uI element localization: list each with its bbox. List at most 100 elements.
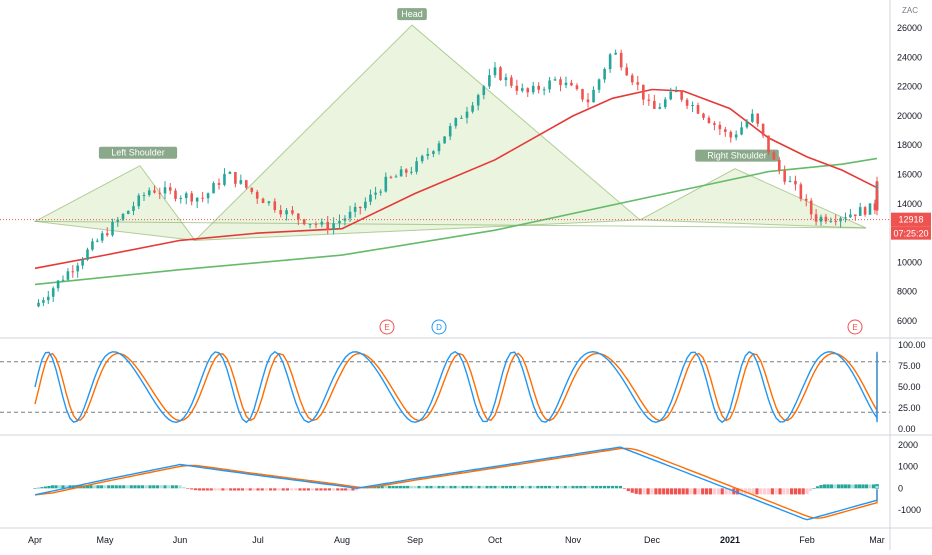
candle	[250, 187, 254, 192]
macd-histogram-bar	[626, 488, 630, 492]
macd-histogram-bar	[701, 488, 705, 495]
right-shoulder-shape	[638, 168, 867, 229]
macd-histogram-bar	[99, 485, 104, 489]
event-marker[interactable]	[379, 319, 395, 335]
candle	[718, 124, 722, 130]
macd-histogram-bar	[137, 485, 141, 489]
candle	[190, 193, 193, 202]
candle	[399, 169, 403, 177]
macd-histogram-bar	[413, 485, 417, 489]
candle	[548, 80, 551, 90]
macd-histogram-bar	[622, 488, 626, 489]
macd-histogram-bar	[395, 485, 399, 489]
macd-histogram-bar	[163, 485, 167, 489]
candle	[504, 77, 508, 81]
macd-histogram-bar	[376, 485, 381, 489]
macd-histogram-bar	[650, 488, 654, 495]
macd-histogram-bar	[217, 488, 221, 491]
macd-histogram-bar	[840, 484, 844, 489]
candle	[804, 198, 808, 201]
macd-histogram-bar	[477, 485, 481, 489]
price-axis-tick: 6000	[897, 316, 917, 326]
macd-histogram-bar	[355, 488, 359, 491]
macd-histogram-bar	[294, 488, 298, 491]
price-axis-tick: 18000	[897, 140, 922, 150]
price-axis-tick: 8000	[897, 287, 917, 297]
macd-histogram-bar	[225, 488, 229, 491]
macd-histogram-bar	[340, 488, 344, 491]
candle	[153, 190, 156, 193]
macd-histogram-bar	[763, 488, 767, 495]
candle	[47, 296, 50, 301]
macd-histogram-bar	[551, 485, 556, 489]
candle	[783, 170, 786, 182]
candle	[824, 216, 828, 222]
candle	[559, 79, 562, 86]
candle	[267, 201, 271, 204]
candle	[426, 153, 430, 156]
candle	[223, 173, 226, 185]
event-marker[interactable]	[847, 319, 863, 335]
stoch-axis-tick: 75.00	[898, 361, 921, 371]
event-marker[interactable]	[431, 319, 447, 335]
macd-histogram-bar	[290, 488, 294, 491]
macd-histogram-bar	[315, 488, 319, 491]
macd-histogram-bar	[540, 485, 544, 489]
candle	[608, 54, 612, 70]
macd-histogram-bar	[528, 485, 532, 489]
macd-histogram-bar	[344, 488, 348, 491]
candle	[597, 79, 601, 90]
macd-histogram-bar	[85, 485, 90, 489]
candle	[443, 136, 446, 144]
macd-histogram-bar	[662, 488, 666, 495]
macd-histogram-bar	[724, 488, 728, 495]
macd-histogram-bar	[233, 488, 237, 491]
candle	[369, 194, 372, 202]
candle	[875, 190, 879, 195]
candle	[105, 233, 109, 236]
candle	[696, 105, 700, 114]
candle	[212, 183, 215, 194]
macd-histogram-bar	[351, 488, 355, 491]
macd-histogram-bar	[875, 485, 879, 489]
macd-histogram-bar	[402, 485, 406, 489]
macd-histogram-bar	[441, 485, 445, 489]
macd-histogram-bar	[708, 488, 713, 495]
macd-histogram-bar	[677, 488, 681, 495]
candle	[91, 241, 94, 250]
candle	[756, 113, 760, 124]
macd-histogram-bar	[861, 484, 865, 489]
candle	[858, 207, 862, 216]
macd-histogram-bar	[96, 485, 100, 489]
macd-histogram-bar	[868, 484, 872, 489]
candle	[132, 206, 135, 211]
stoch-axis-tick: 25.00	[898, 403, 921, 413]
candle	[586, 99, 590, 103]
macd-histogram-bar	[555, 485, 559, 489]
candle	[71, 271, 75, 273]
candle	[137, 195, 141, 207]
macd-histogram-bar	[595, 485, 599, 489]
candle	[707, 117, 711, 124]
macd-histogram-bar	[685, 488, 689, 495]
candle	[767, 135, 770, 153]
macd-histogram-bar	[774, 488, 778, 495]
macd-histogram-bar	[822, 484, 827, 489]
macd-histogram-bar	[782, 488, 786, 495]
pattern-label: Left Shoulder	[111, 148, 165, 158]
macd-histogram-bar	[509, 485, 513, 489]
candle	[302, 219, 306, 225]
candle	[799, 184, 803, 199]
macd-histogram-bar	[829, 484, 834, 489]
candle	[476, 95, 480, 106]
macd-histogram-bar	[54, 485, 58, 489]
candle	[100, 233, 104, 241]
candle	[751, 113, 754, 122]
macd-axis-tick: 1000	[898, 462, 918, 472]
candle	[404, 169, 408, 173]
candle	[814, 214, 818, 222]
macd-histogram-bar	[229, 488, 233, 491]
macd-histogram-bar	[658, 488, 662, 495]
macd-histogram-bar	[387, 485, 392, 489]
